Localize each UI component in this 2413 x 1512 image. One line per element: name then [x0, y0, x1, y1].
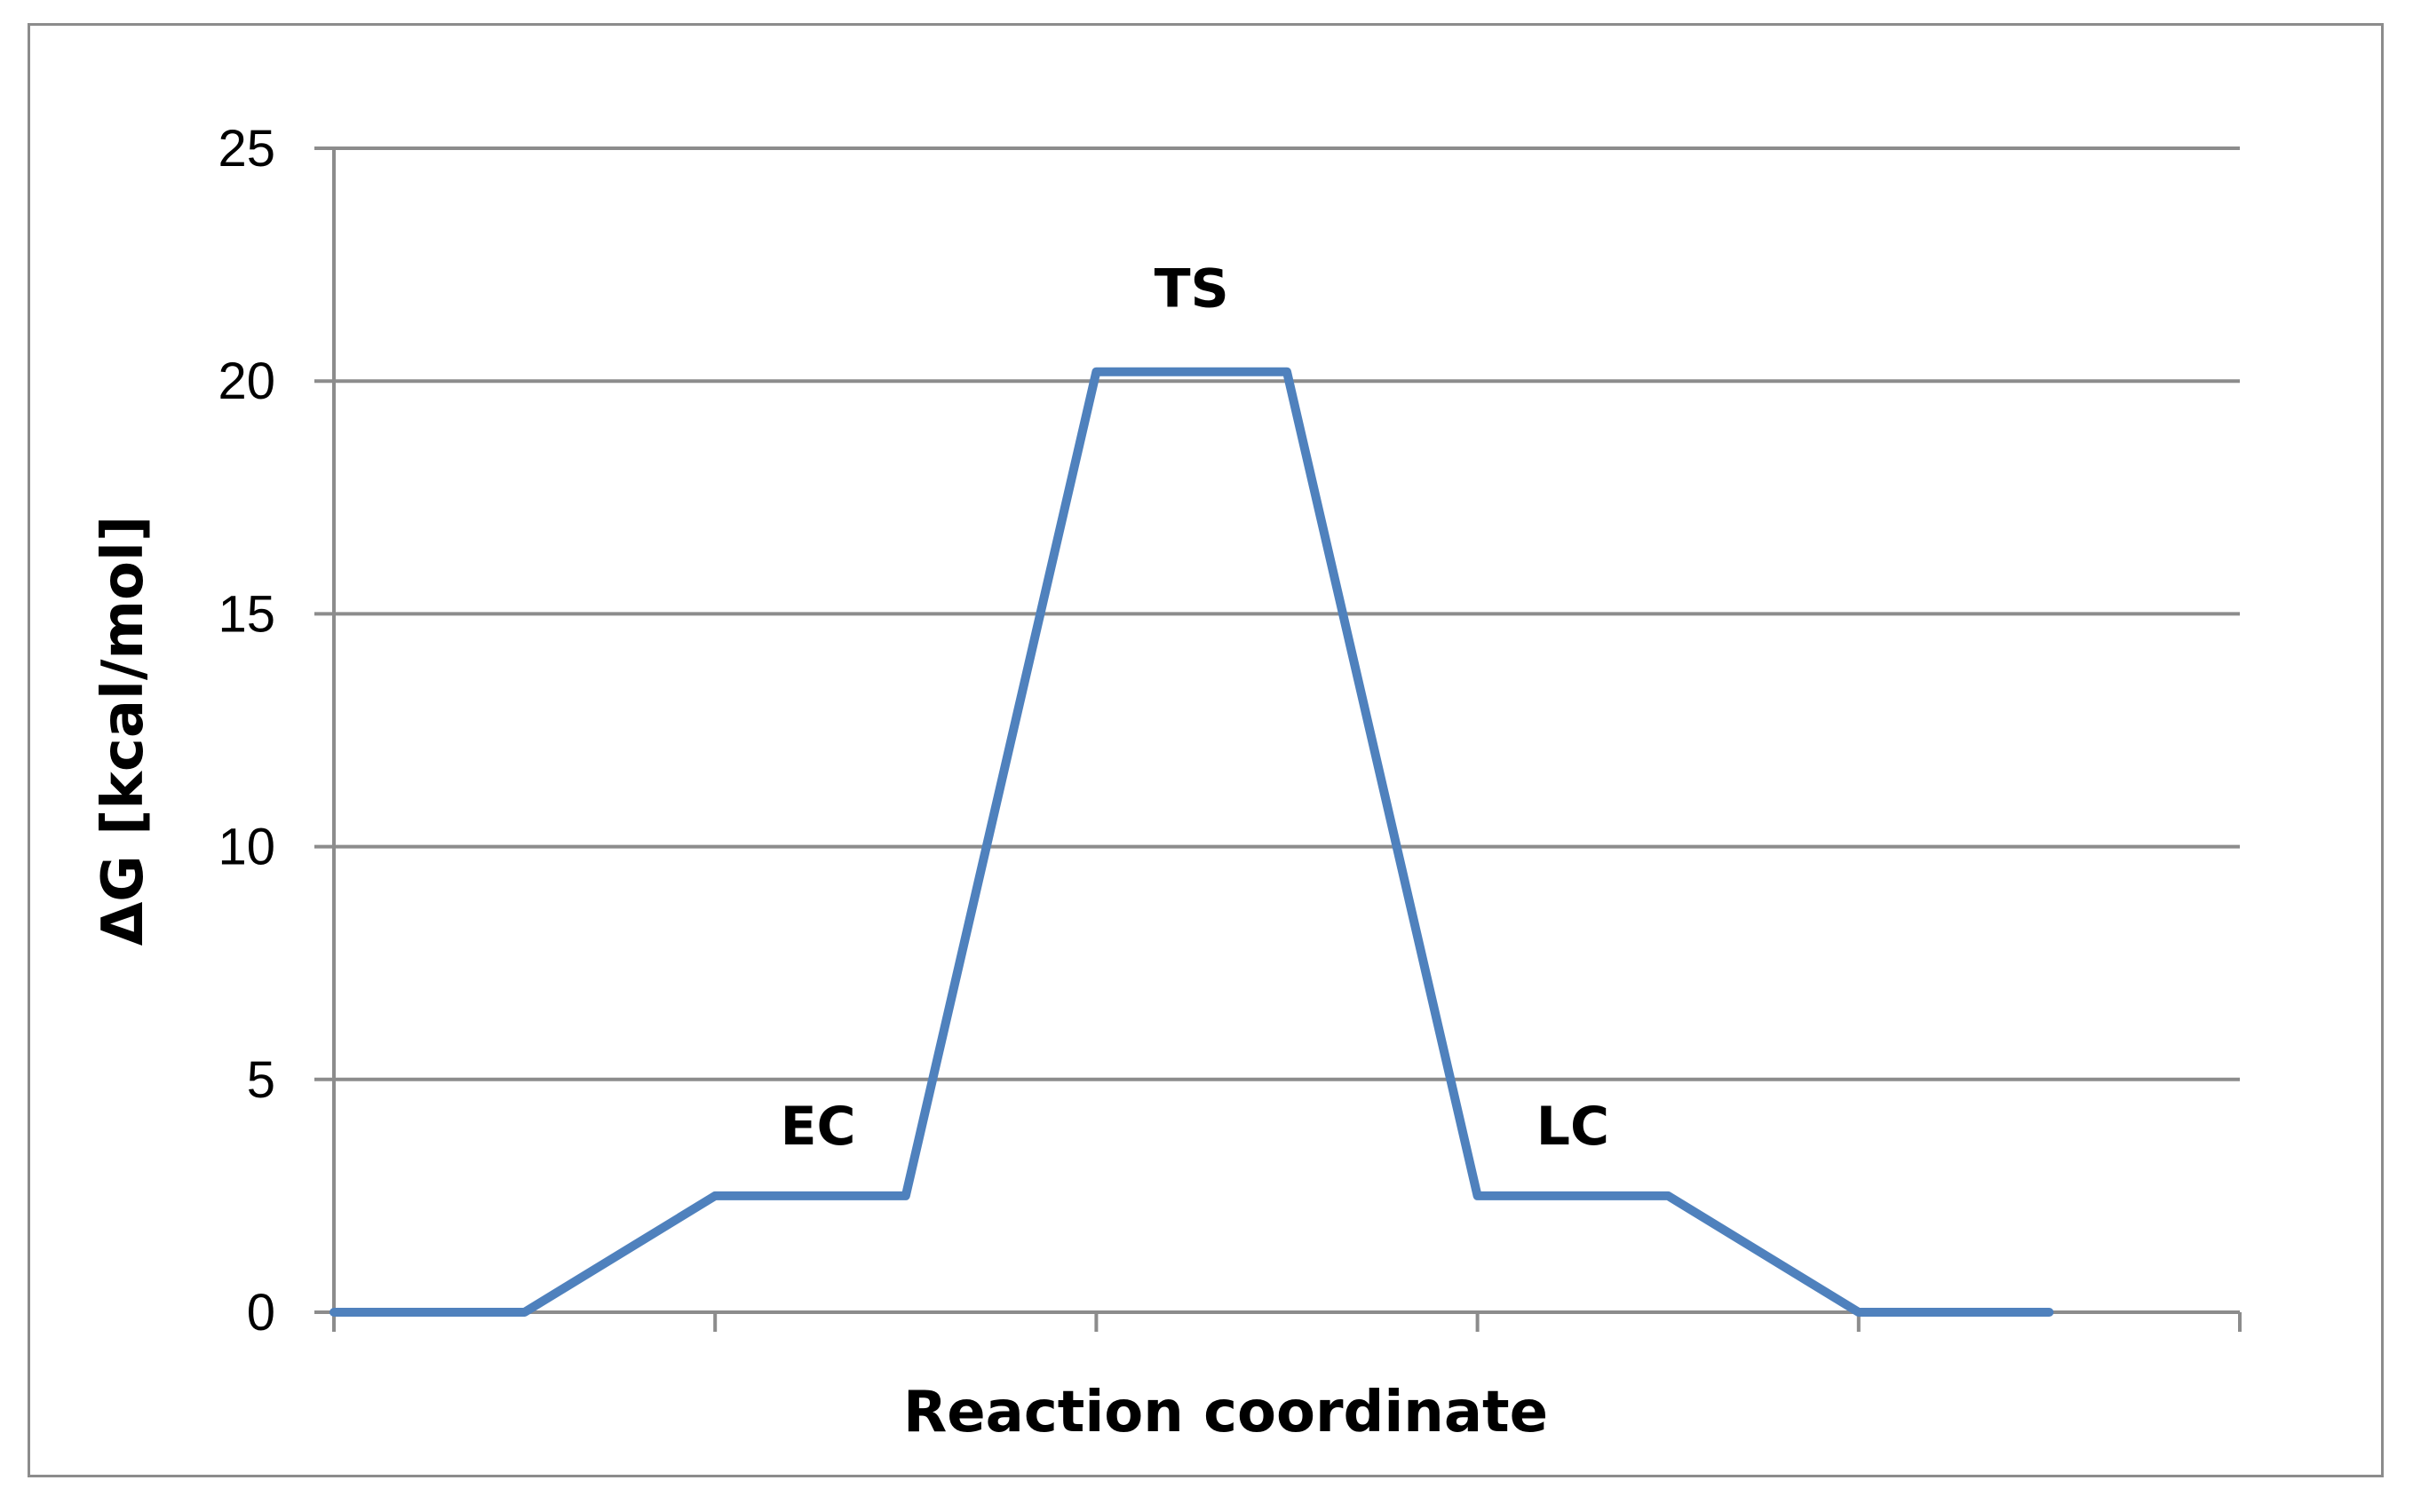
gridlines [334, 146, 2240, 1081]
series-line-0 [329, 367, 2054, 1317]
chart-frame [28, 23, 2384, 1477]
y-tick-label-25: 25 [218, 120, 275, 178]
annotation-ts: TS [1155, 257, 1229, 320]
annotation-lc: LC [1536, 1096, 1609, 1158]
series-layer [329, 367, 2054, 1317]
x-axis-title: Reaction coordinate [903, 1380, 1548, 1445]
axes: 0 5 10 15 20 25 [218, 120, 2242, 1342]
y-axis-title: ΔG [kcal/mol] [91, 516, 156, 946]
y-tick-label-10: 10 [218, 819, 275, 876]
y-tick-label-15: 15 [218, 585, 275, 643]
y-tick-label-0: 0 [247, 1284, 275, 1342]
annotations: EC TS LC [781, 257, 1609, 1158]
y-tick-label-5: 5 [247, 1051, 275, 1109]
y-tick-label-20: 20 [218, 352, 275, 410]
annotation-ec: EC [781, 1096, 856, 1158]
